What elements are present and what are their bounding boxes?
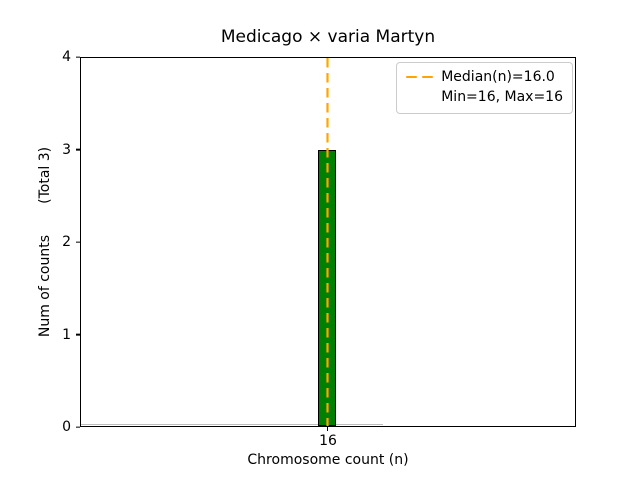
y-tick-mark [76,333,80,336]
y-tick-mark [76,148,80,151]
legend: Median(n)=16.0 Min=16, Max=16 [396,62,573,114]
legend-dash-icon [406,75,418,79]
legend-row-minmax: Min=16, Max=16 [441,87,563,107]
legend-row-median: Median(n)=16.0 [406,67,563,87]
chart-title: Medicago × varia Martyn [220,27,436,47]
y-tick-label: 0 [62,419,71,435]
y-tick-label: 1 [62,326,71,343]
x-axis-label: Chromosome count (n) [247,452,409,468]
x-tick-mark [327,427,329,431]
median-line [326,58,329,426]
y-tick-label: 3 [62,141,71,158]
zero-count-bins-edge [81,424,383,425]
plot-area: Median(n)=16.0 Min=16, Max=16 [80,57,576,427]
y-tick-mark [76,426,80,428]
legend-dash-icon [422,75,434,79]
y-tick-label: 4 [62,49,71,65]
y-tick-mark [76,241,80,243]
y-axis-ticks: 0 1 2 3 4 [0,50,80,434]
legend-entry-minmax: Min=16, Max=16 [441,89,563,105]
legend-entry-median: Median(n)=16.0 [441,69,555,85]
x-tick-label: 16 [319,433,337,449]
median-line-legend-sample-icon [406,75,434,79]
y-tick-label: 2 [62,234,71,250]
y-tick-mark [76,56,80,58]
